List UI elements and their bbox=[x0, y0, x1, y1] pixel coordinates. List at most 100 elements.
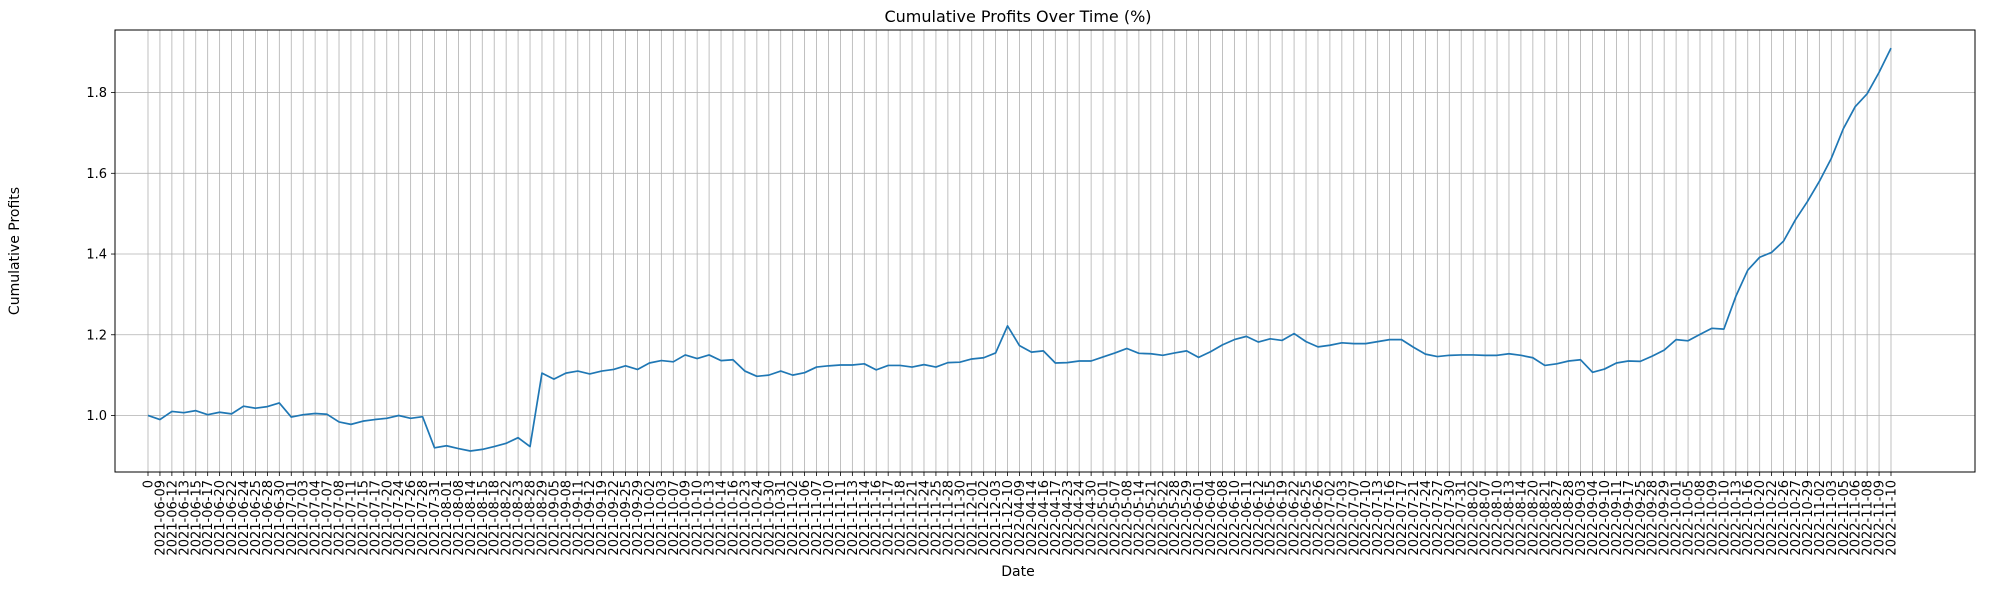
x-tick-label: 2022-07-27 bbox=[1431, 480, 1446, 556]
x-tick-label: 2022-06-22 bbox=[1288, 480, 1303, 556]
x-tick-label: 2021-09-22 bbox=[607, 480, 622, 556]
x-tick-label: 2022-11-02 bbox=[1813, 480, 1828, 556]
x-tick-label: 2021-10-07 bbox=[667, 480, 682, 556]
x-tick-label: 2022-09-03 bbox=[1574, 480, 1589, 556]
x-tick-label: 2022-11-09 bbox=[1873, 480, 1888, 556]
x-tick-label: 2021-06-13 bbox=[177, 480, 192, 556]
x-tick-label: 2022-10-01 bbox=[1670, 480, 1685, 556]
x-tick-label: 2021-09-25 bbox=[619, 480, 634, 556]
x-tick-label: 2021-10-02 bbox=[643, 480, 658, 556]
x-tick-label: 2022-08-20 bbox=[1526, 480, 1541, 556]
y-tick-label: 1.8 bbox=[86, 86, 107, 101]
x-tick-label: 2022-11-03 bbox=[1825, 480, 1840, 556]
x-tick-label: 2022-06-08 bbox=[1216, 480, 1231, 556]
x-tick-label: 2022-04-30 bbox=[1085, 480, 1100, 556]
x-tick-label: 2022-09-04 bbox=[1586, 480, 1601, 556]
x-tick-label: 2021-11-13 bbox=[846, 480, 861, 556]
x-tick-label: 2022-07-13 bbox=[1371, 480, 1386, 556]
x-tick-label: 2021-11-18 bbox=[894, 480, 909, 556]
x-tick-label: 2021-08-29 bbox=[535, 480, 550, 556]
grid-lines bbox=[115, 30, 1975, 472]
x-tick-label: 2022-07-10 bbox=[1359, 480, 1374, 556]
x-tick-label: 2022-10-10 bbox=[1717, 480, 1732, 556]
x-tick-label: 2022-10-29 bbox=[1801, 480, 1816, 556]
x-tick-label: 2022-05-08 bbox=[1120, 480, 1135, 556]
x-tick-label: 2022-06-01 bbox=[1192, 480, 1207, 556]
x-tick-label: 2021-07-08 bbox=[333, 480, 348, 556]
x-tick-label: 2021-06-09 bbox=[153, 480, 168, 556]
x-tick-label: 2021-11-14 bbox=[858, 480, 873, 556]
x-tick-label: 2021-07-20 bbox=[380, 480, 395, 556]
x-tick-label: 2021-09-08 bbox=[559, 480, 574, 556]
x-tick-label: 2021-08-22 bbox=[500, 480, 515, 556]
x-tick-label: 2022-09-29 bbox=[1658, 480, 1673, 556]
x-tick-label: 2021-10-09 bbox=[679, 480, 694, 556]
x-tick-label: 2022-06-10 bbox=[1228, 480, 1243, 556]
x-tick-label: 2021-08-08 bbox=[452, 480, 467, 556]
x-tick-label: 2022-07-17 bbox=[1395, 480, 1410, 556]
x-tick-label: 2022-04-17 bbox=[1049, 480, 1064, 556]
x-tick-label: 2021-11-30 bbox=[953, 480, 968, 556]
x-tick-label: 2021-11-02 bbox=[786, 480, 801, 556]
x-tick-label: 2022-08-27 bbox=[1550, 480, 1565, 556]
x-tick-label: 2022-05-21 bbox=[1144, 480, 1159, 556]
x-tick-label: 2021-06-25 bbox=[249, 480, 264, 556]
x-tick-label: 2022-05-07 bbox=[1109, 480, 1124, 556]
x-tick-label: 2021-06-20 bbox=[213, 480, 228, 556]
x-tick-label: 2021-10-03 bbox=[655, 480, 670, 556]
x-tick-label: 2021-07-28 bbox=[416, 480, 431, 556]
x-tick-label: 2022-08-07 bbox=[1479, 480, 1494, 556]
x-tick-label: 2022-07-02 bbox=[1323, 480, 1338, 556]
x-tick-label: 2021-12-02 bbox=[977, 480, 992, 556]
x-tick-label: 2021-07-31 bbox=[428, 480, 443, 556]
x-tick-label: 2021-11-07 bbox=[810, 480, 825, 556]
x-tick-label: 2022-05-01 bbox=[1097, 480, 1112, 556]
x-tick-label: 2021-11-25 bbox=[929, 480, 944, 556]
x-tick-label: 2021-08-01 bbox=[440, 480, 455, 556]
x-tick-label: 2022-10-20 bbox=[1753, 480, 1768, 556]
x-tick-label: 2021-09-29 bbox=[631, 480, 646, 556]
x-tick-label: 2022-11-06 bbox=[1849, 480, 1864, 556]
x-tick-label: 2021-07-07 bbox=[321, 480, 336, 556]
x-tick-label: 2021-11-24 bbox=[917, 480, 932, 556]
x-tick-label: 2022-07-03 bbox=[1335, 480, 1350, 556]
x-tick-label: 2021-07-11 bbox=[344, 480, 359, 556]
x-tick-label: 2021-07-15 bbox=[356, 480, 371, 556]
x-tick-label: 2021-09-19 bbox=[595, 480, 610, 556]
x-tick-label: 2021-12-03 bbox=[989, 480, 1004, 556]
x-tick-label: 2021-06-24 bbox=[237, 480, 252, 556]
x-tick-label: 2022-09-11 bbox=[1610, 480, 1625, 556]
x-tick-label: 2022-08-10 bbox=[1491, 480, 1506, 556]
x-tick-label: 2022-06-15 bbox=[1264, 480, 1279, 556]
y-tick-label: 1.6 bbox=[86, 167, 107, 182]
x-tick-label: 2022-04-09 bbox=[1013, 480, 1028, 556]
x-tick-label: 2022-05-28 bbox=[1168, 480, 1183, 556]
x-tick-label: 2021-06-28 bbox=[261, 480, 276, 556]
x-tick-label: 2022-07-24 bbox=[1419, 480, 1434, 556]
x-tick-label: 2022-09-10 bbox=[1598, 480, 1613, 556]
x-tick-label: 2021-07-03 bbox=[297, 480, 312, 556]
x-tick-label: 2022-06-25 bbox=[1300, 480, 1315, 556]
x-tick-label: 2021-06-30 bbox=[273, 480, 288, 556]
y-axis-title: Cumulative Profits bbox=[7, 187, 23, 315]
x-tick-label: 2022-08-14 bbox=[1514, 480, 1529, 556]
x-tick-label: 2021-07-24 bbox=[392, 480, 407, 556]
x-tick-label: 2022-07-31 bbox=[1455, 480, 1470, 556]
x-tick-label: 2021-11-16 bbox=[870, 480, 885, 556]
x-tick-label: 2021-08-15 bbox=[476, 480, 491, 556]
x-tick-label: 0 bbox=[142, 480, 157, 488]
x-tick-label: 2022-07-16 bbox=[1383, 480, 1398, 556]
x-tick-label: 2021-06-12 bbox=[165, 480, 180, 556]
x-tick-label: 2021-09-12 bbox=[583, 480, 598, 556]
x-tick-label: 2022-05-14 bbox=[1132, 480, 1147, 556]
x-tick-label: 2022-09-17 bbox=[1622, 480, 1637, 556]
x-tick-label: 2022-08-28 bbox=[1562, 480, 1577, 556]
x-tick-label: 2021-09-05 bbox=[547, 480, 562, 556]
x-tick-label: 2021-12-01 bbox=[965, 480, 980, 556]
x-tick-label: 2021-07-04 bbox=[309, 480, 324, 556]
chart-title: Cumulative Profits Over Time (%) bbox=[884, 7, 1151, 26]
x-tick-label: 2021-11-28 bbox=[941, 480, 956, 556]
x-tick-label: 2021-06-15 bbox=[189, 480, 204, 556]
